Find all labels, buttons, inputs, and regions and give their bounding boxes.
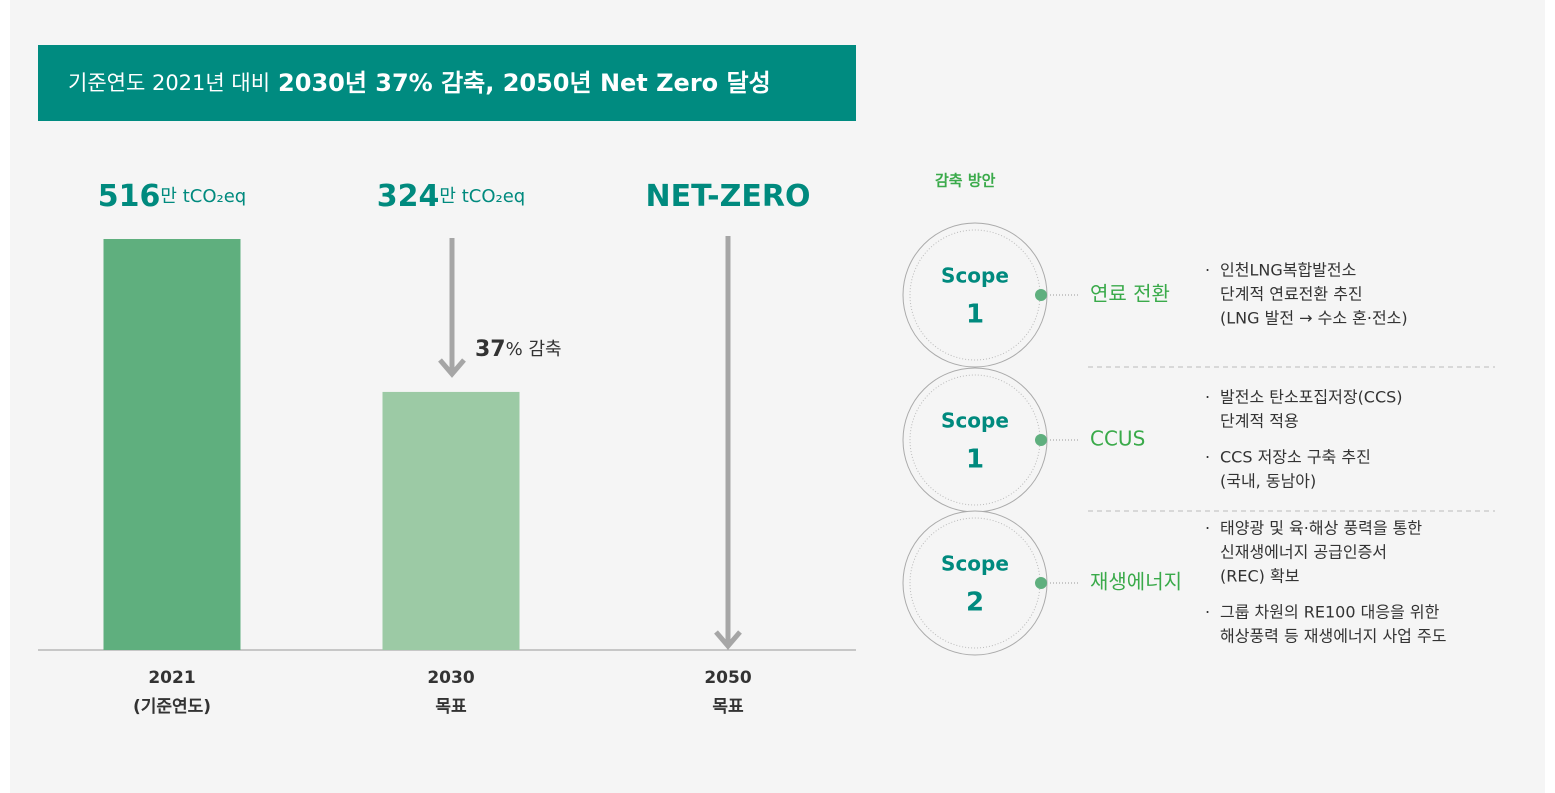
scope-ring [902,510,1048,656]
bullet-line: 발전소 탄소포집저장(CCS) [1220,388,1403,407]
bullet-line: (REC) 확보 [1220,567,1299,586]
bullet-dot: · [1205,603,1210,622]
scope-number: 2 [966,588,984,618]
bullet-dot: · [1205,261,1210,280]
bullet-line: 단계적 적용 [1220,412,1299,431]
x-tick-label: 2021 [148,668,195,688]
plan-title: 감축 방안 [935,172,996,190]
background [10,0,1545,793]
bullet-dot: · [1205,388,1210,407]
bullet-dot: · [1205,519,1210,538]
bullet-line: 신재생에너지 공급인증서 [1220,543,1387,562]
arrows [438,236,742,650]
scope-ring [902,367,1048,513]
value-label: NET-ZERO [646,179,811,214]
connector-dot [1035,434,1047,446]
method-name: CCUS [1090,427,1145,451]
scope-number: 1 [966,300,984,330]
scope-label: Scope [941,409,1009,433]
bar [103,239,241,650]
method-name: 재생에너지 [1090,570,1182,594]
banner [38,45,856,121]
bullet-line: 인천LNG복합발전소 [1220,261,1356,280]
bullet-dot: · [1205,448,1210,467]
value-label: 516만 tCO₂eq [98,179,246,214]
bullet-line: CCS 저장소 구축 추진 [1220,448,1371,467]
scope-number: 1 [966,445,984,475]
banner-text: 기준연도 2021년 대비 2030년 37% 감축, 2050년 Net Zer… [68,69,771,97]
bullet-line: (국내, 동남아) [1220,472,1316,491]
value-number: NET-ZERO [646,179,811,214]
bullet-line: 단계적 연료전환 추진 [1220,285,1363,304]
bullet-line: 그룹 차원의 RE100 대응을 위한 [1220,603,1440,622]
x-tick-sublabel: 목표 [712,697,744,717]
annotation-text: % 감축 [506,339,562,360]
bullet-line: 해상풍력 등 재생에너지 사업 주도 [1220,627,1446,646]
value-label: 324만 tCO₂eq [377,179,525,214]
annotation: 37% 감축 [475,337,562,362]
bullet-line: 태양광 및 육·해상 풍력을 통한 [1220,519,1422,538]
banner-prefix: 기준연도 2021년 대비 [68,71,270,95]
value-unit: 만 tCO₂eq [160,186,246,207]
bullet-line: (LNG 발전 → 수소 혼·전소) [1220,309,1408,328]
x-tick-label: 2050 [704,668,751,688]
banner-highlight: 2030년 37% 감축, 2050년 Net Zero 달성 [278,69,771,97]
bar [382,391,520,650]
x-tick-sublabel: 목표 [435,697,467,717]
connector-dot [1035,289,1047,301]
annotation-value: 37 [475,337,506,362]
value-number: 516 [98,179,161,214]
scope-ring [902,222,1048,368]
x-tick-label: 2030 [427,668,474,688]
scope-label: Scope [941,552,1009,576]
method-name: 연료 전환 [1090,282,1170,306]
value-unit: 만 tCO₂eq [439,186,525,207]
connector-dot [1035,577,1047,589]
scope-label: Scope [941,264,1009,288]
value-number: 324 [377,179,440,214]
x-tick-sublabel: (기준연도) [133,697,211,717]
